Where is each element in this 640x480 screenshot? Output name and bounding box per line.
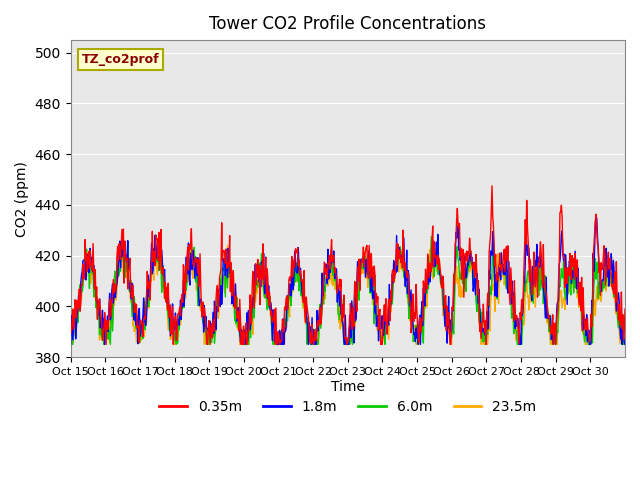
X-axis label: Time: Time	[331, 380, 365, 394]
Y-axis label: CO2 (ppm): CO2 (ppm)	[15, 161, 29, 237]
Title: Tower CO2 Profile Concentrations: Tower CO2 Profile Concentrations	[209, 15, 486, 33]
Legend: 0.35m, 1.8m, 6.0m, 23.5m: 0.35m, 1.8m, 6.0m, 23.5m	[154, 395, 542, 420]
Text: TZ_co2prof: TZ_co2prof	[82, 53, 159, 66]
